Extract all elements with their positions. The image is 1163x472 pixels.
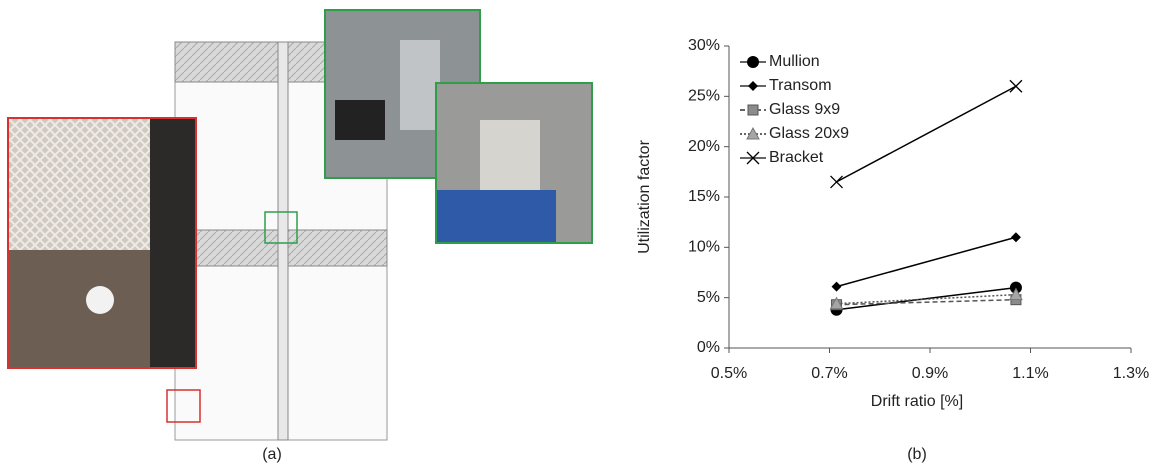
x-tick-label: 0.9%: [912, 365, 948, 382]
panel-label: (a): [262, 446, 282, 463]
x-tick-label: 0.5%: [711, 365, 747, 382]
y-tick-label: 15%: [688, 188, 720, 205]
series-line: [837, 300, 1016, 305]
marker: [831, 176, 843, 188]
x-axis-title: Drift ratio [%]: [871, 393, 963, 410]
y-axis-title: Utilization factor: [636, 139, 653, 253]
panel-label: (b): [907, 446, 927, 463]
photo-green-2: [436, 83, 592, 243]
marker: [832, 282, 842, 292]
marker: [1011, 232, 1021, 242]
y-tick-label: 25%: [688, 88, 720, 105]
photo-red: [8, 118, 196, 368]
x-tick-label: 0.7%: [811, 365, 847, 382]
y-tick-label: 20%: [688, 138, 720, 155]
figure: (a) (b) Drift ratio [%] Utilization fact…: [0, 0, 1163, 467]
x-tick-label: 1.3%: [1113, 365, 1149, 382]
y-tick-label: 30%: [688, 37, 720, 54]
legend-label: Bracket: [769, 149, 824, 166]
legend-marker: [747, 56, 759, 68]
x-tick-label: 1.1%: [1012, 365, 1048, 382]
marker: [1010, 80, 1022, 92]
y-tick-label: 0%: [697, 339, 720, 356]
legend-label: Transom: [769, 77, 832, 94]
legend-marker: [748, 105, 758, 115]
y-tick-label: 5%: [697, 289, 720, 306]
canvas: (a) (b) Drift ratio [%] Utilization fact…: [0, 0, 1163, 467]
legend-label: Glass 9x9: [769, 101, 840, 118]
series-line: [837, 237, 1016, 286]
y-tick-label: 10%: [688, 239, 720, 256]
legend-label: Mullion: [769, 53, 820, 70]
legend-label: Glass 20x9: [769, 125, 849, 142]
